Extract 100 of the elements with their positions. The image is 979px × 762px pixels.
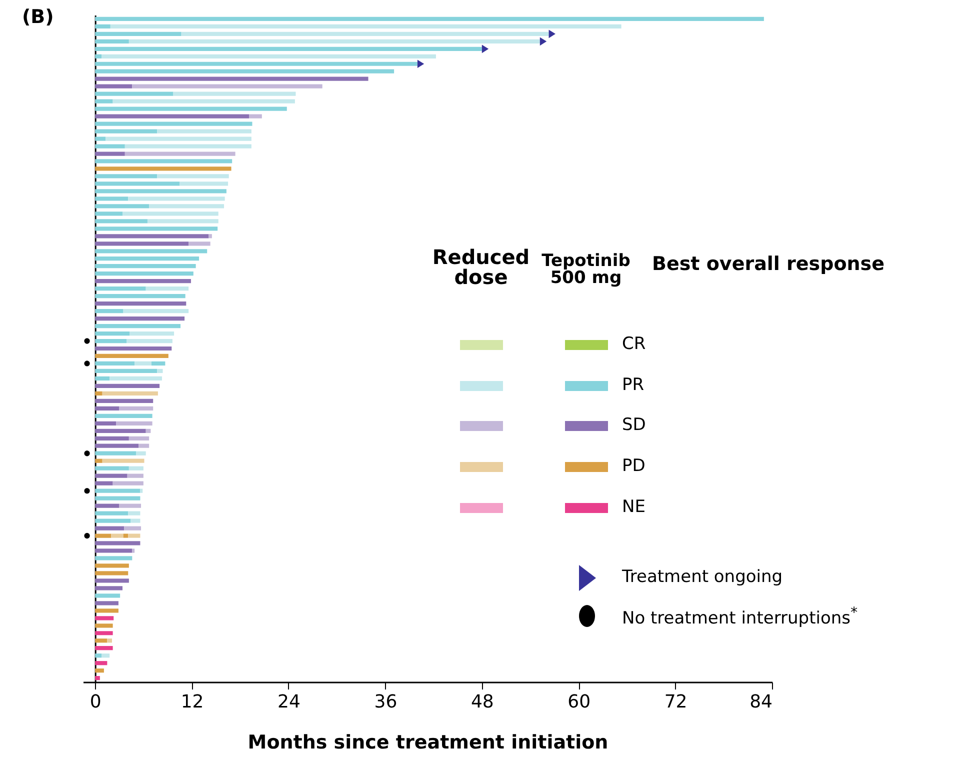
bar (95, 308, 124, 314)
bar (95, 114, 250, 118)
x-tick-label: 36 (374, 692, 398, 712)
bar (110, 24, 622, 28)
bar (95, 16, 764, 21)
point (548, 30, 556, 38)
bar (136, 451, 146, 456)
bar (128, 196, 225, 201)
x-tick-label: 12 (180, 692, 204, 712)
bar (128, 39, 540, 44)
bar (157, 129, 252, 134)
legend-label: CR (622, 334, 646, 354)
bar (95, 384, 160, 388)
bar (95, 444, 139, 448)
bar (95, 488, 140, 493)
bar (95, 264, 196, 268)
bar (95, 376, 110, 381)
bar (95, 24, 110, 28)
bar (157, 368, 163, 374)
bar (95, 39, 129, 44)
bar (95, 346, 172, 351)
bar (106, 136, 252, 141)
bar (95, 578, 129, 583)
bar (95, 496, 140, 500)
x-tick-label: 24 (278, 692, 300, 712)
legend-label: PD (622, 456, 646, 476)
bar (188, 242, 210, 246)
bar (122, 212, 218, 216)
bar (95, 481, 113, 486)
bar (95, 504, 120, 508)
bar (95, 152, 125, 156)
legend-label: Treatment ongoing (622, 566, 783, 586)
bar (95, 548, 132, 553)
bar (95, 196, 128, 201)
bar (140, 488, 143, 493)
bar (95, 518, 131, 523)
bar (95, 69, 394, 74)
bar (130, 518, 140, 523)
point (84, 488, 90, 494)
bar (124, 144, 252, 148)
point (84, 532, 90, 539)
point (417, 60, 424, 68)
bar (95, 624, 113, 628)
bar (95, 279, 191, 284)
bar (95, 324, 181, 328)
bar (112, 99, 295, 104)
legend-label: SD (622, 415, 646, 436)
bar (95, 361, 135, 366)
chart-title: (B) (22, 6, 54, 28)
bar (95, 458, 102, 463)
bar (95, 92, 174, 96)
bar (95, 46, 482, 51)
bar (173, 92, 296, 96)
annotation: Tepotinib 500 mg (540, 251, 632, 288)
bar (95, 226, 218, 231)
bar (95, 391, 102, 396)
bar (102, 458, 144, 463)
bar (95, 54, 102, 58)
bar (95, 249, 208, 254)
bar (128, 511, 140, 516)
bar (95, 354, 168, 358)
bar (95, 676, 100, 680)
bar (95, 526, 124, 530)
bar (102, 54, 436, 58)
bar (95, 106, 287, 111)
bar (127, 474, 144, 478)
bar (151, 361, 166, 366)
bar (95, 466, 129, 470)
bar (95, 534, 112, 538)
bar (95, 421, 116, 426)
bar (95, 398, 154, 403)
bar (123, 308, 189, 314)
bar (95, 234, 209, 238)
bar (123, 534, 128, 538)
x-tick-label: 60 (568, 692, 591, 712)
bar (95, 564, 129, 568)
bar (95, 174, 158, 178)
bar (95, 99, 113, 104)
point (84, 450, 90, 456)
bar (95, 406, 120, 410)
point (540, 37, 547, 46)
x-tick-label: 48 (470, 692, 494, 712)
point (482, 44, 489, 54)
bar (95, 204, 150, 208)
bar (95, 144, 125, 148)
bar (95, 84, 132, 88)
bar (138, 444, 150, 448)
bar (95, 511, 128, 516)
bar (95, 212, 122, 216)
bar (95, 368, 158, 374)
bar (149, 204, 224, 208)
bar (126, 338, 172, 344)
bar (95, 451, 136, 456)
bar (95, 122, 252, 126)
bar (110, 376, 162, 381)
annotation: Reduced dose (431, 245, 531, 289)
bar (95, 654, 102, 658)
bar (95, 294, 186, 298)
x-axis-title: Months since treatment initiation (248, 732, 608, 754)
bar (107, 638, 112, 643)
